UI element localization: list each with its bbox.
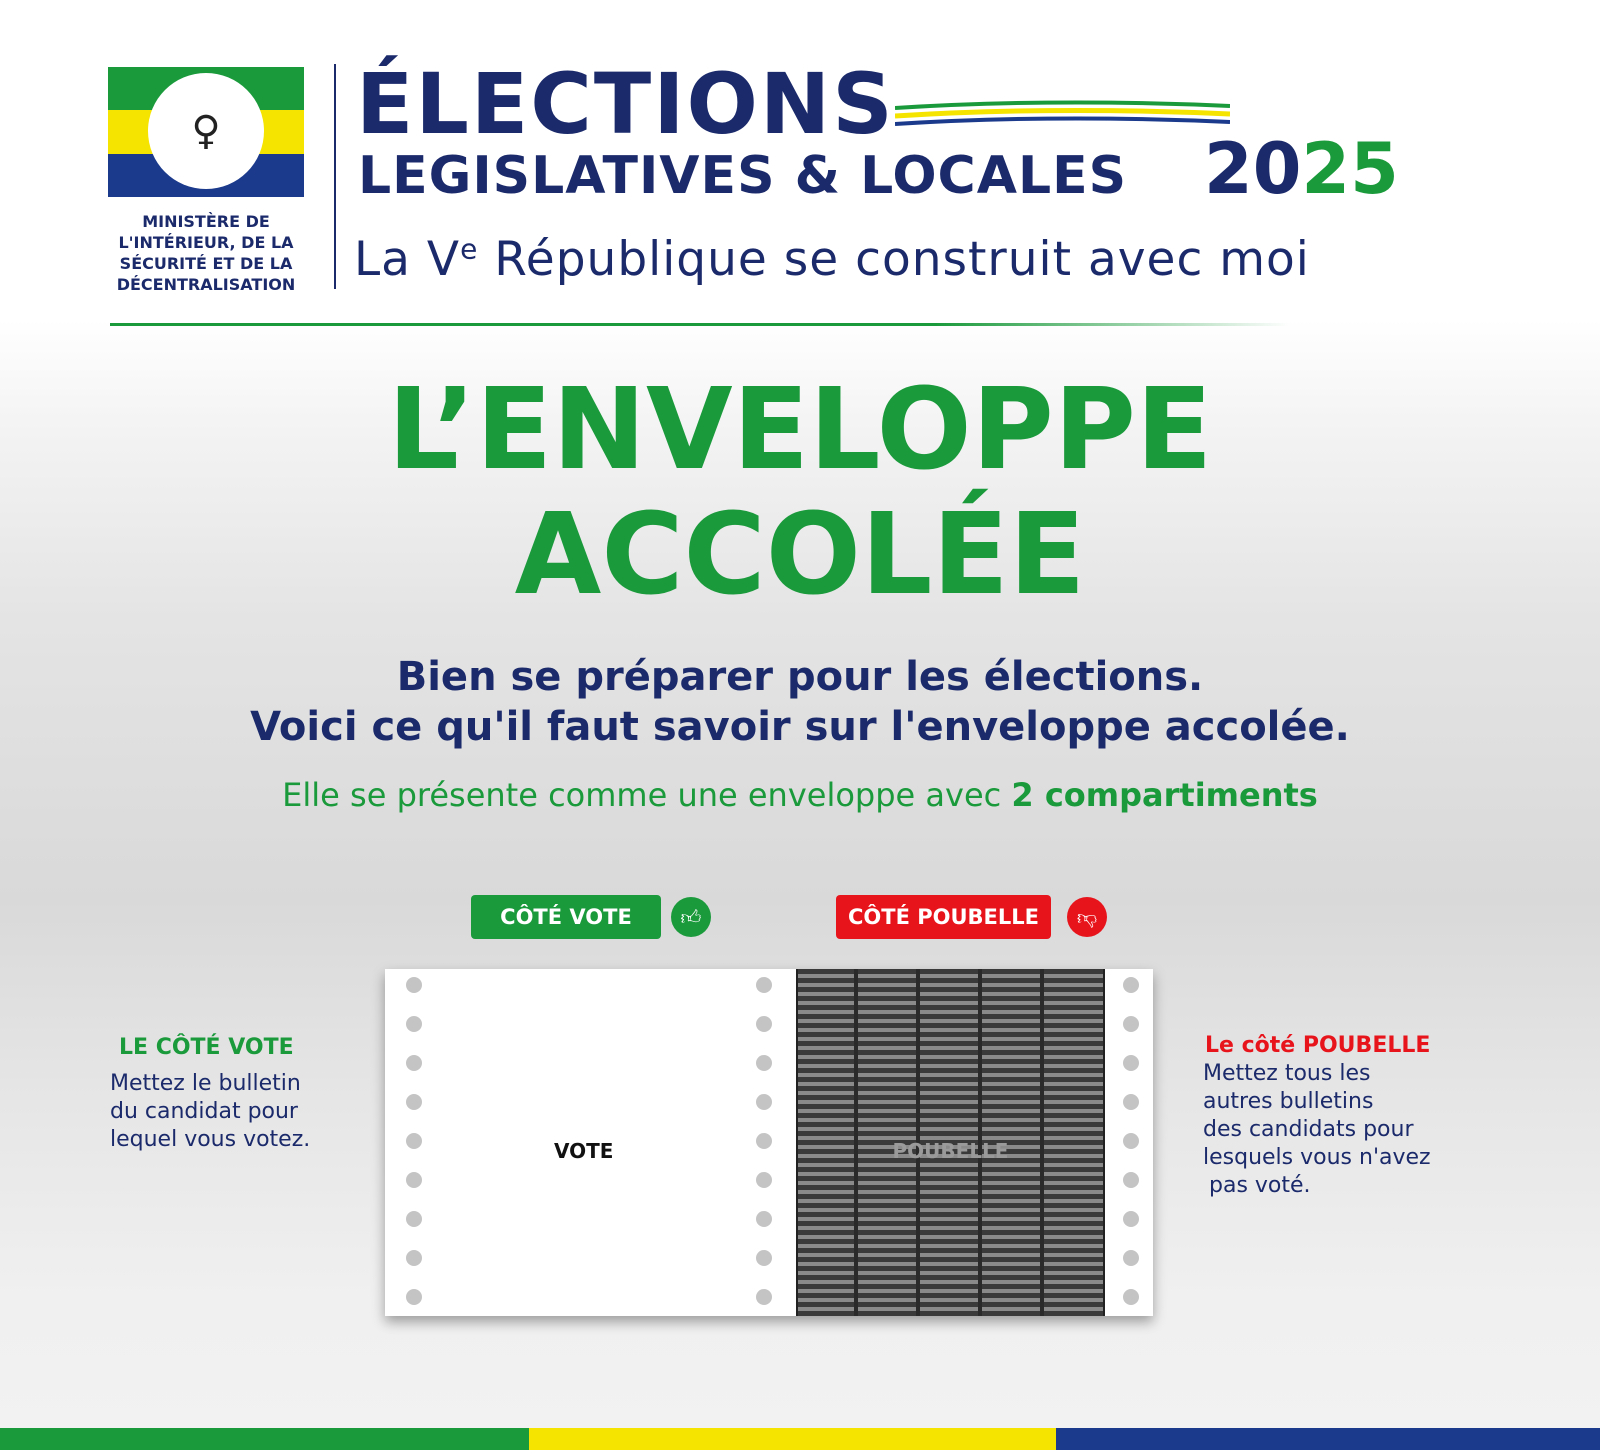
perforation-dot [756, 1289, 772, 1305]
perforation-dot [1123, 1211, 1139, 1227]
right-note-line: autres bulletins [1203, 1089, 1374, 1114]
intro: Bien se préparer pour les élections. Voic… [0, 652, 1600, 752]
intro-line1: Bien se préparer pour les élections. [396, 654, 1204, 700]
envelope: VOTE POUBELLE [385, 969, 1153, 1316]
perforation-dot [756, 1133, 772, 1149]
perforation-dot [1123, 1133, 1139, 1149]
right-note-title-bold: POUBELLE [1302, 1033, 1431, 1058]
year: 2025 [1204, 134, 1399, 204]
perforation-dot [1123, 1289, 1139, 1305]
left-note-line: lequel vous votez. [110, 1127, 311, 1152]
flag-stripe [0, 1428, 1600, 1450]
badge-cote-poubelle: CÔTÉ POUBELLE [836, 895, 1051, 939]
poubelle-label: POUBELLE [892, 1139, 1009, 1163]
perforation-dot [406, 1289, 422, 1305]
heading-line1: L’ENVELOPPE [387, 365, 1213, 495]
flag-swoosh [895, 100, 1230, 126]
perforation-dot [1123, 1250, 1139, 1266]
perforation-dot [406, 1250, 422, 1266]
perforation-dot [756, 1094, 772, 1110]
perforation-dot [756, 977, 772, 993]
right-note-line: lesquels vous n'avez [1203, 1145, 1431, 1170]
detail-text: Elle se présente comme une enveloppe ave… [282, 776, 1012, 814]
tagline-pre: La V [354, 232, 461, 287]
ministry-name: MINISTÈRE DE L'INTÉRIEUR, DE LA SÉCURITÉ… [116, 212, 296, 294]
heading-line2: ACCOLÉE [514, 490, 1086, 620]
right-note-title: Le côté POUBELLE [1205, 1033, 1430, 1058]
left-note-line: du candidat pour [110, 1099, 298, 1124]
header-rule [110, 323, 1290, 326]
republic-seal: ♀ [148, 73, 264, 189]
tagline-post: République se construit avec moi [478, 232, 1310, 287]
poubelle-compartment: POUBELLE [796, 969, 1105, 1316]
perforation-dot [406, 1055, 422, 1071]
divider [334, 64, 336, 289]
perforation-dot [1123, 977, 1139, 993]
title-legislatives: LEGISLATIVES & LOCALES [358, 146, 1128, 206]
left-note-title: LE CÔTÉ VOTE [119, 1035, 294, 1060]
perforation-dot [756, 1211, 772, 1227]
detail-bold: 2 compartiments [1011, 776, 1318, 814]
vote-compartment: VOTE [385, 969, 796, 1316]
perforation-dot [1123, 1016, 1139, 1032]
intro-line2: Voici ce qu'il faut savoir sur l'envelop… [250, 704, 1350, 750]
title-elections: ÉLECTIONS [356, 55, 895, 153]
right-note-line: pas voté. [1209, 1173, 1311, 1198]
perforation-dot [756, 1172, 772, 1188]
perforation-dot [756, 1016, 772, 1032]
right-note-line: Mettez tous les [1203, 1061, 1371, 1086]
perforation-dot [406, 1094, 422, 1110]
right-note-line: des candidats pour [1203, 1117, 1414, 1142]
main-heading: L’ENVELOPPE ACCOLÉE [0, 368, 1600, 618]
tagline-sup: e [460, 232, 479, 266]
tagline: La Ve République se construit avec moi [354, 232, 1310, 288]
year-part1: 20 [1204, 128, 1302, 210]
right-note-title-pre: Le côté [1205, 1033, 1303, 1058]
perforation-dot [406, 977, 422, 993]
perforation-dot [756, 1055, 772, 1071]
perforation-dot [756, 1250, 772, 1266]
perforation-dot [406, 1172, 422, 1188]
vote-label: VOTE [554, 1139, 614, 1163]
perforation-dot [1123, 1094, 1139, 1110]
perforation-dot [406, 1211, 422, 1227]
perforation-dot [406, 1016, 422, 1032]
perforation-dot [1123, 1055, 1139, 1071]
right-note-body: Mettez tous les autres bulletins des can… [1203, 1060, 1431, 1200]
perforation-dot [406, 1133, 422, 1149]
year-part2: 25 [1301, 128, 1399, 210]
thumbs-down-icon: 👎︎ [1067, 897, 1107, 937]
detail: Elle se présente comme une enveloppe ave… [0, 776, 1600, 814]
left-note-body: Mettez le bulletin du candidat pour lequ… [110, 1070, 310, 1154]
left-note-line: Mettez le bulletin [110, 1071, 301, 1096]
thumbs-up-icon: 👍︎ [671, 897, 711, 937]
badge-cote-vote: CÔTÉ VOTE [471, 895, 661, 939]
perforation-dot [1123, 1172, 1139, 1188]
